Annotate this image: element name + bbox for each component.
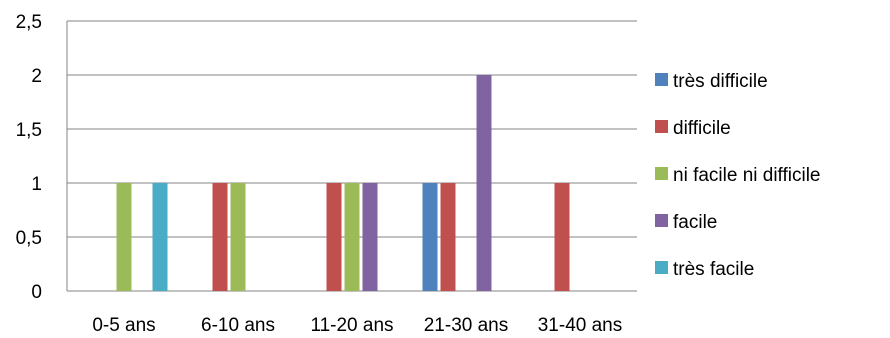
legend-swatch xyxy=(655,167,668,180)
y-tick-label: 2 xyxy=(31,66,42,87)
bar xyxy=(476,75,492,291)
bar xyxy=(212,183,228,291)
legend-label: difficile xyxy=(673,118,731,139)
legend-label: très facile xyxy=(673,259,754,280)
legend-swatch xyxy=(655,120,668,133)
x-tick-label: 0-5 ans xyxy=(92,315,155,336)
x-tick-label: 11-20 ans xyxy=(310,315,393,336)
y-tick-label: 2,5 xyxy=(16,12,42,33)
x-tick-label: 6-10 ans xyxy=(201,315,275,336)
x-tick-label: 21-30 ans xyxy=(424,315,509,336)
bar xyxy=(116,183,132,291)
legend-swatch xyxy=(655,261,668,274)
legend: très difficile difficile ni facile ni diff… xyxy=(655,71,821,280)
y-tick-label: 1 xyxy=(31,174,42,195)
legend-label: très difficile xyxy=(673,71,768,92)
legend-label: ni facile ni difficile xyxy=(673,165,821,186)
bar xyxy=(230,183,246,291)
bar xyxy=(440,183,456,291)
bar xyxy=(344,183,360,291)
x-tick-label: 31-40 ans xyxy=(538,315,623,336)
legend-swatch xyxy=(655,214,668,227)
y-axis-ticks: 0 0,5 1 1,5 2 2,5 xyxy=(16,12,42,303)
y-tick-label: 0,5 xyxy=(16,228,42,249)
bar xyxy=(326,183,342,291)
x-axis-ticks: 0-5 ans 6-10 ans 11-20 ans 21-30 ans 31-40 a… xyxy=(92,315,622,336)
legend-label: facile xyxy=(673,212,717,233)
bar xyxy=(554,183,570,291)
bar xyxy=(362,183,378,291)
bar xyxy=(152,183,168,291)
bars xyxy=(116,75,570,291)
y-tick-label: 1,5 xyxy=(16,120,42,141)
bar xyxy=(422,183,438,291)
y-tick-label: 0 xyxy=(31,282,42,303)
legend-swatch xyxy=(655,73,668,86)
